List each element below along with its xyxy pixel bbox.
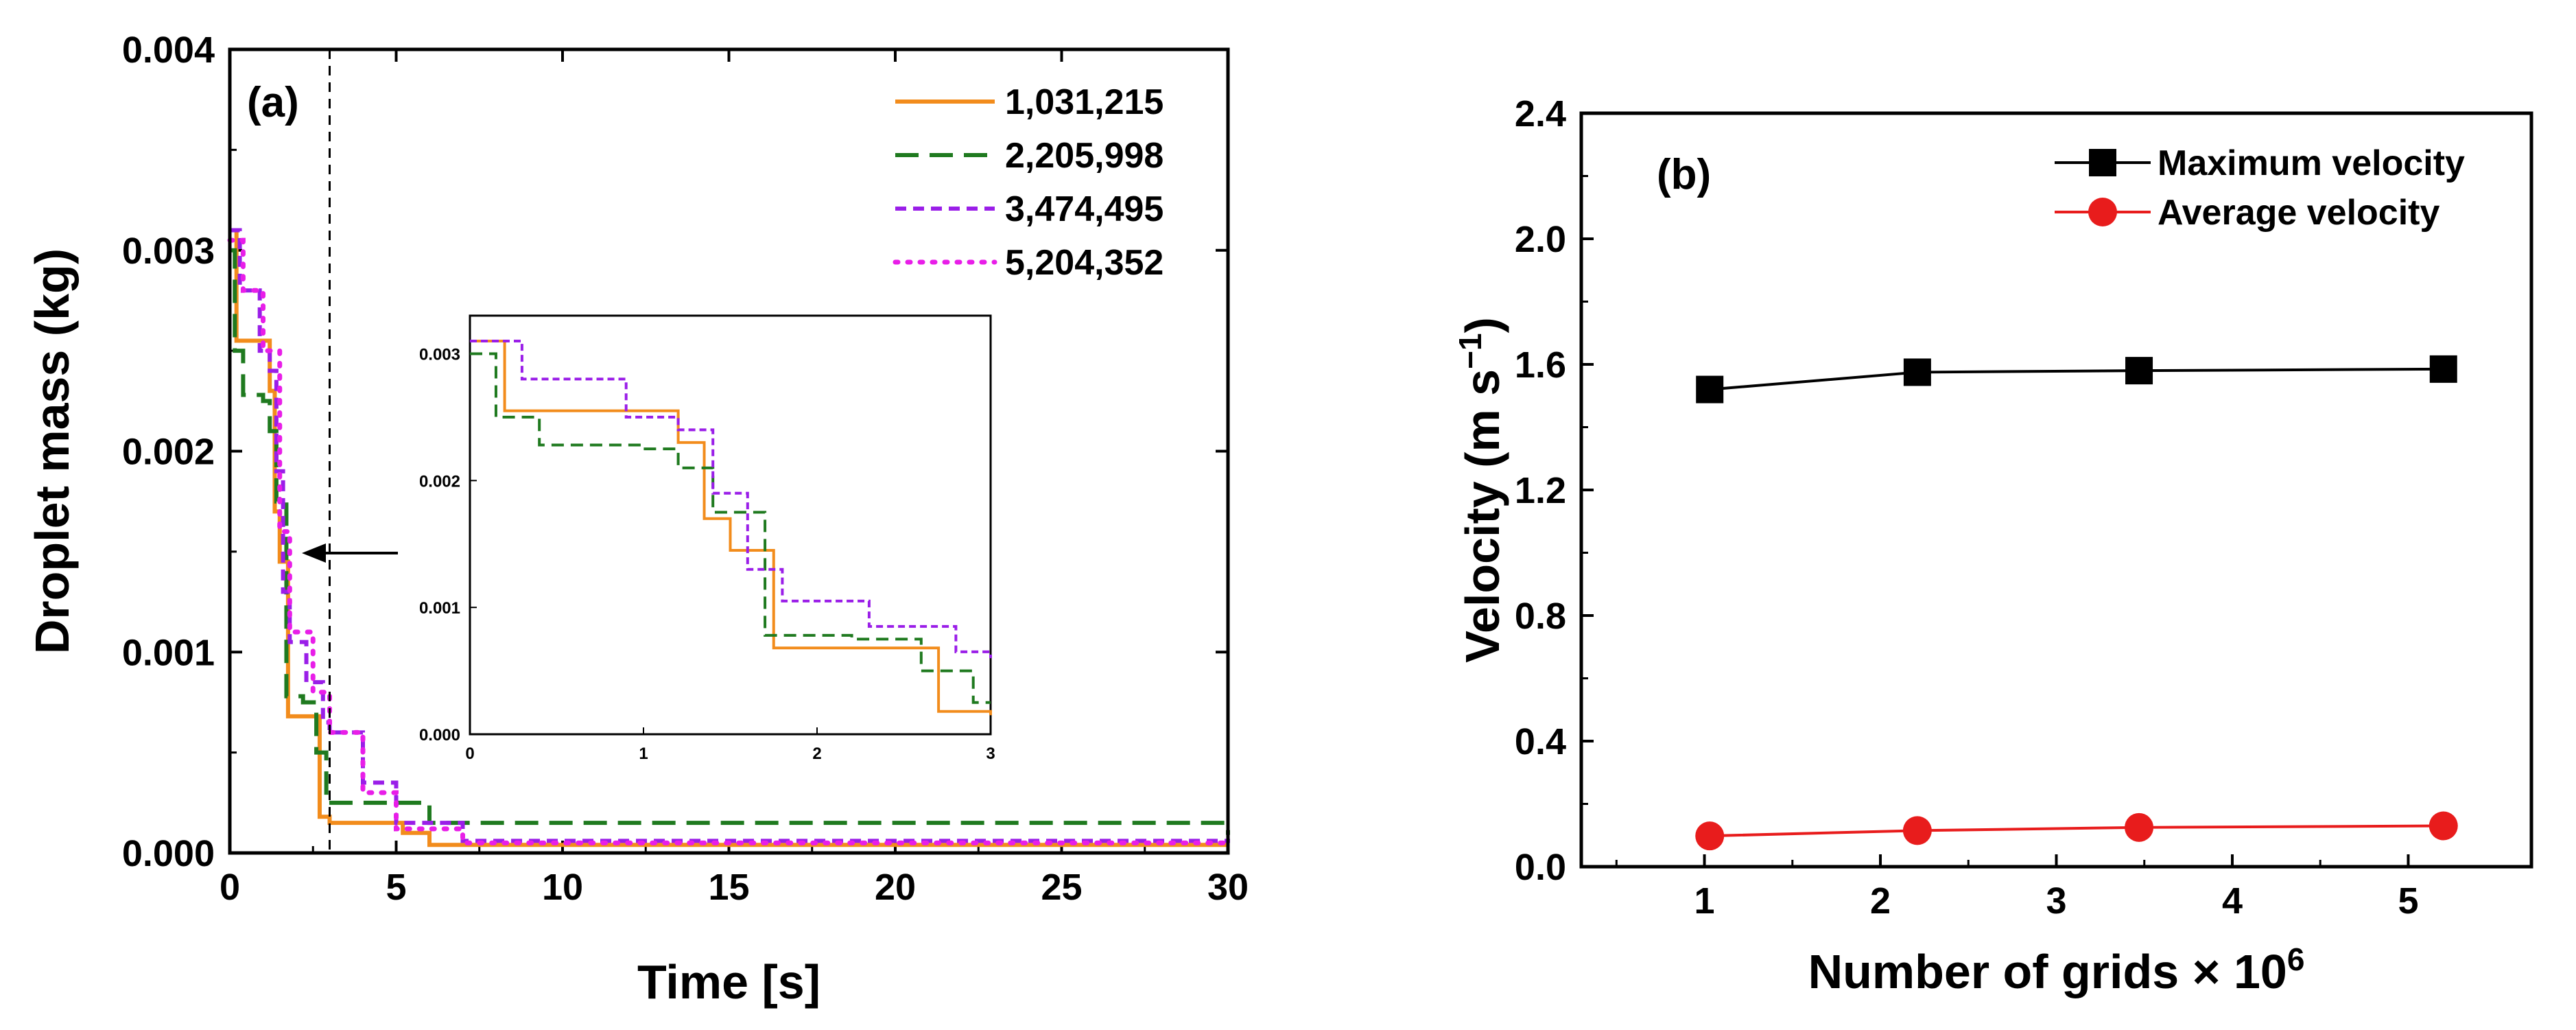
x-axis-title: Number of grids × 106 bbox=[1808, 941, 2305, 998]
y-tick-label: 0.0 bbox=[1515, 847, 1566, 888]
legend-label: Maximum velocity bbox=[2158, 143, 2465, 183]
series-line-5204352 bbox=[227, 237, 1231, 847]
legend-label: 2,205,998 bbox=[1005, 136, 1163, 176]
x-tick-label: 0 bbox=[220, 867, 240, 908]
y-tick-label: 0.000 bbox=[122, 833, 215, 874]
y-tick-label: 1.6 bbox=[1515, 344, 1566, 386]
inset-x-tick-label: 2 bbox=[812, 745, 821, 763]
x-tick-label: 10 bbox=[542, 867, 583, 908]
y-tick-label: 0.004 bbox=[122, 30, 215, 71]
inset-y-tick-label: 0.000 bbox=[419, 726, 460, 745]
inset-x-tick-label: 0 bbox=[465, 745, 474, 763]
y-tick-label: 0.003 bbox=[122, 231, 215, 272]
legend-label: 3,474,495 bbox=[1005, 189, 1163, 229]
y-tick-label: 1.2 bbox=[1515, 470, 1566, 511]
legend-label: Average velocity bbox=[2158, 193, 2439, 233]
legend-marker-square bbox=[2089, 149, 2116, 176]
inset-chart: 0 1 2 3 0.000 0.001 0.002 0.003 bbox=[419, 314, 995, 763]
inset-series-line-1031215 bbox=[470, 339, 992, 716]
panel-a-droplet-mass-chart: 0 5 10 15 20 25 300.0000.0010.0020.0030.004(a)… bbox=[25, 30, 1249, 1009]
inset-y-tick-label: 0.001 bbox=[419, 599, 460, 618]
inset-arrow-head bbox=[302, 543, 326, 563]
data-point-circle bbox=[1902, 816, 1932, 845]
y-tick-label: 0.002 bbox=[122, 432, 215, 473]
x-axis-title: Time [s] bbox=[637, 955, 820, 1009]
inset-series-line-2205998 bbox=[470, 352, 991, 704]
data-point-circle bbox=[1695, 821, 1725, 851]
data-point-circle bbox=[2125, 812, 2154, 842]
x-axis-title-main: Number of grids × 10 bbox=[1808, 945, 2287, 998]
inset-y-tick-label: 0.003 bbox=[419, 345, 460, 364]
data-point-square bbox=[2429, 355, 2457, 383]
x-tick-label: 15 bbox=[708, 867, 749, 908]
legend-label: 5,204,352 bbox=[1005, 243, 1163, 283]
plot-frame bbox=[1579, 111, 2533, 869]
x-tick-label: 4 bbox=[2222, 880, 2243, 922]
y-axis-title-superscript: −1 bbox=[1452, 333, 1488, 368]
y-tick-label: 0.001 bbox=[122, 632, 215, 673]
panel-b-velocity-chart: 1 2 3 4 5 0.0 0.4 0.8 1.2 1.6 2.0 2.4 (b) Maximum vel… bbox=[1452, 93, 2533, 998]
y-axis-title-close: ) bbox=[1456, 317, 1509, 333]
inset-series-line-3474495 bbox=[470, 339, 992, 659]
x-tick-label: 20 bbox=[875, 867, 916, 908]
x-tick-label: 25 bbox=[1041, 867, 1082, 908]
y-axis-title: Velocity (m s−1) bbox=[1452, 317, 1509, 663]
data-point-circle bbox=[2429, 811, 2458, 841]
series-line-3474495 bbox=[230, 228, 1230, 843]
inset-x-tick-label: 3 bbox=[986, 745, 995, 763]
y-tick-label: 2.0 bbox=[1515, 219, 1566, 260]
data-point-square bbox=[1903, 358, 1931, 386]
x-tick-label: 5 bbox=[2398, 880, 2418, 922]
panel-label: (a) bbox=[247, 79, 299, 126]
x-tick-label: 2 bbox=[1870, 880, 1891, 922]
panel-label: (b) bbox=[1657, 151, 1711, 198]
x-tick-label: 30 bbox=[1207, 867, 1249, 908]
y-axis-title: Droplet mass (kg) bbox=[25, 248, 79, 654]
inset-x-tick-label: 1 bbox=[639, 745, 648, 763]
y-tick-label: 0.4 bbox=[1515, 721, 1566, 762]
data-point-square bbox=[2125, 357, 2153, 385]
series-line-circle bbox=[1710, 824, 2444, 838]
x-tick-label: 1 bbox=[1694, 880, 1715, 922]
series-line-square bbox=[1710, 367, 2444, 391]
data-point-square bbox=[1696, 375, 1724, 403]
inset-y-tick-label: 0.002 bbox=[419, 472, 460, 491]
plot-frame bbox=[228, 47, 1230, 855]
legend-label: 1,031,215 bbox=[1005, 82, 1163, 122]
x-tick-label: 3 bbox=[2046, 880, 2066, 922]
y-tick-label: 0.8 bbox=[1515, 596, 1566, 637]
y-axis-title-main: Velocity (m s bbox=[1456, 369, 1509, 663]
y-tick-label: 2.4 bbox=[1515, 93, 1566, 134]
series-line-2205998 bbox=[230, 248, 1230, 835]
x-axis-title-superscript: 6 bbox=[2287, 941, 2305, 977]
legend-marker-circle bbox=[2088, 198, 2117, 226]
x-tick-label: 5 bbox=[386, 867, 406, 908]
